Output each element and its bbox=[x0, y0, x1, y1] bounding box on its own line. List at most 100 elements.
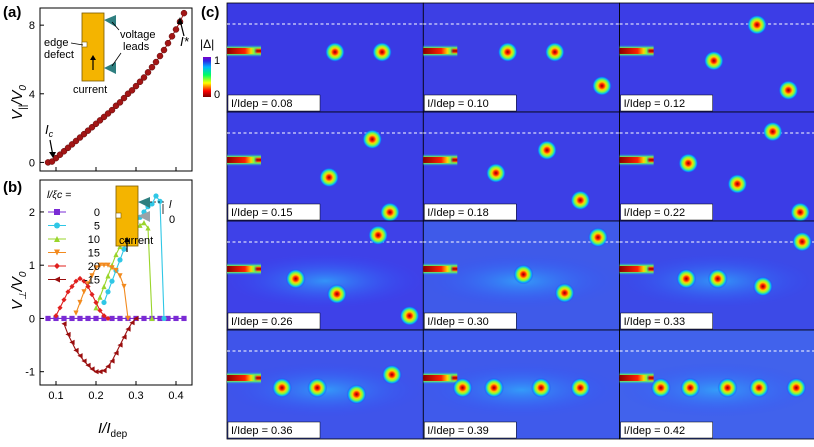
sim-tile-label: I/Idep = 0.42 bbox=[624, 425, 685, 437]
sim-tile-label-box bbox=[227, 94, 321, 112]
panel-b-xtick-label-3: 0.4 bbox=[168, 390, 183, 402]
sim-tile-background bbox=[422, 2, 620, 113]
inset-a-current-arrowhead bbox=[90, 55, 96, 60]
panel-b-point-0-12 bbox=[141, 315, 147, 322]
legend-label-0: 0 bbox=[94, 207, 100, 219]
panel-a-ylabel-den-sub: 0 bbox=[18, 85, 29, 91]
panel-b-point-0-14 bbox=[157, 315, 163, 322]
inset-a-voltage-lead-top bbox=[104, 15, 116, 27]
panel-b-point-2-11 bbox=[137, 222, 143, 228]
panel-b-point-3-5 bbox=[93, 265, 99, 271]
panel-b-point-4-9 bbox=[89, 291, 95, 298]
panel-a-plot: 048 V||/V0 Ic I* voltage leads edge defe… bbox=[9, 7, 193, 172]
panel-b-point-1-14 bbox=[157, 198, 163, 204]
panel-b-point-4-2 bbox=[61, 297, 67, 303]
sim-tile-0.15: I/Idep = 0.15 bbox=[226, 111, 424, 223]
panel-b-point-5-1 bbox=[65, 331, 71, 338]
sim-tile-edge-defect-core bbox=[423, 265, 454, 272]
panel-b-point-2-0 bbox=[93, 305, 99, 311]
legend-label-2: 10 bbox=[88, 234, 100, 246]
sim-tile-vortex-glow bbox=[227, 253, 424, 309]
panel-b-ylabel-main: V bbox=[9, 298, 26, 310]
panel-a-point-27 bbox=[152, 58, 160, 66]
sim-tile-vortex-3 bbox=[790, 202, 811, 223]
annotation-istar-arrowhead bbox=[177, 17, 183, 24]
panel-a-point-18 bbox=[116, 99, 124, 106]
sim-tile-vortex-1 bbox=[513, 264, 534, 285]
sim-tile-label-box bbox=[424, 312, 517, 330]
sim-tile-vortex-3 bbox=[399, 305, 420, 326]
sim-tile-edge-defect-core bbox=[227, 47, 257, 54]
x-axis-title: I/Idep bbox=[98, 420, 128, 440]
panel-b-point-4-11 bbox=[97, 307, 103, 314]
sim-tile-0.10: I/Idep = 0.10 bbox=[422, 2, 620, 113]
panel-a-inset: voltage leads edge defect current bbox=[44, 12, 155, 96]
sim-tile-label: I/Idep = 0.33 bbox=[624, 316, 685, 328]
sim-tile-edge-defect-core bbox=[619, 265, 650, 272]
sim-tile-label-box bbox=[424, 203, 517, 221]
panel-a-ytick-label-0: 0 bbox=[29, 157, 35, 169]
inset-a-voltage-lead-bottom bbox=[104, 62, 116, 74]
inset-a-voltage-pointer-top bbox=[111, 21, 120, 31]
panel-b-ylabel-sub: ⊥ bbox=[18, 291, 29, 300]
sim-tile-0.39: I/Idep = 0.39 bbox=[422, 329, 620, 440]
panel-a-ylabel-sub: || bbox=[18, 105, 29, 110]
panel-b-point-0-9 bbox=[117, 315, 123, 322]
panel-a-ylabel-main: V bbox=[9, 108, 26, 120]
inset-a-defect-pointer bbox=[70, 42, 84, 46]
panel-a-point-34 bbox=[180, 9, 188, 17]
sim-tile-vortex-1 bbox=[678, 153, 699, 174]
panel-b-point-1-2 bbox=[109, 278, 115, 284]
sim-tile-0.36: I/Idep = 0.36 bbox=[226, 329, 424, 440]
inset-a-edge-text: edge bbox=[44, 37, 68, 49]
panel-a-point-28 bbox=[156, 52, 164, 60]
panel-b-point-5-7 bbox=[89, 366, 95, 372]
sim-tile-label-box bbox=[227, 312, 321, 330]
panel-b-point-4-5 bbox=[73, 278, 79, 284]
panel-b-point-2-5 bbox=[113, 251, 119, 258]
sim-tile-vortex-1 bbox=[307, 377, 328, 398]
sim-tile-label: I/Idep = 0.30 bbox=[427, 316, 488, 328]
panel-b-point-5-9 bbox=[97, 369, 103, 375]
panel-b-ylabel-den: /V bbox=[9, 275, 26, 292]
inset-a-defect-notch bbox=[81, 41, 88, 48]
panel-b-point-5-13 bbox=[113, 350, 119, 356]
sim-tile-0.12: I/Idep = 0.12 bbox=[619, 2, 814, 113]
panel-b-y-axis-title: V⊥/V0 bbox=[9, 271, 29, 310]
sim-tile-vortex-0 bbox=[324, 42, 345, 63]
sim-tile-vortex-2 bbox=[346, 384, 367, 405]
panel-b-point-4-3 bbox=[65, 289, 71, 295]
sim-tile-label-box bbox=[424, 421, 517, 439]
sim-tile-vortex-1 bbox=[319, 167, 340, 188]
panel-b-point-3-8 bbox=[105, 262, 111, 268]
panel-b-point-3-10 bbox=[113, 267, 119, 274]
panel-c-label: (c) bbox=[201, 4, 219, 21]
legend-label-4: 20 bbox=[88, 261, 100, 273]
sim-tile-vortex-0 bbox=[762, 121, 783, 142]
sim-tile-label-box bbox=[227, 203, 321, 221]
sim-tile-label: I/Idep = 0.15 bbox=[231, 207, 292, 219]
panel-b-point-0-17 bbox=[181, 315, 187, 322]
panel-b-point-0-3 bbox=[69, 315, 75, 322]
panel-b-point-0-4 bbox=[77, 315, 83, 322]
sim-tile-vortex-glow bbox=[619, 362, 814, 418]
panel-b-x-ticks: 0.1 0.2 0.3 0.4 bbox=[48, 381, 184, 402]
colorbar-title: |Δ| bbox=[200, 37, 214, 51]
panel-b-point-1-5 bbox=[121, 246, 127, 252]
sim-tile-vortex-1 bbox=[372, 42, 393, 63]
sim-tile-vortex-0 bbox=[792, 231, 813, 252]
legend-marker-2 bbox=[54, 236, 60, 242]
sim-tile-label-box bbox=[620, 94, 713, 112]
panel-b-point-0-1 bbox=[53, 315, 59, 322]
sim-tile-edge-defect-core bbox=[423, 47, 454, 54]
sim-tile-0.18: I/Idep = 0.18 bbox=[422, 111, 620, 222]
legend-label-1: 5 bbox=[94, 221, 100, 233]
sim-tile-label: I/Idep = 0.10 bbox=[427, 98, 488, 110]
panel-b-point-4-0 bbox=[53, 313, 59, 319]
panel-b-point-3-1 bbox=[77, 299, 83, 306]
sim-tile-vortex-2 bbox=[531, 377, 552, 398]
inset-b-zero-text: 0 bbox=[169, 214, 175, 226]
sim-tile-vortex-3 bbox=[570, 377, 591, 398]
panel-a-point-30 bbox=[164, 39, 172, 47]
